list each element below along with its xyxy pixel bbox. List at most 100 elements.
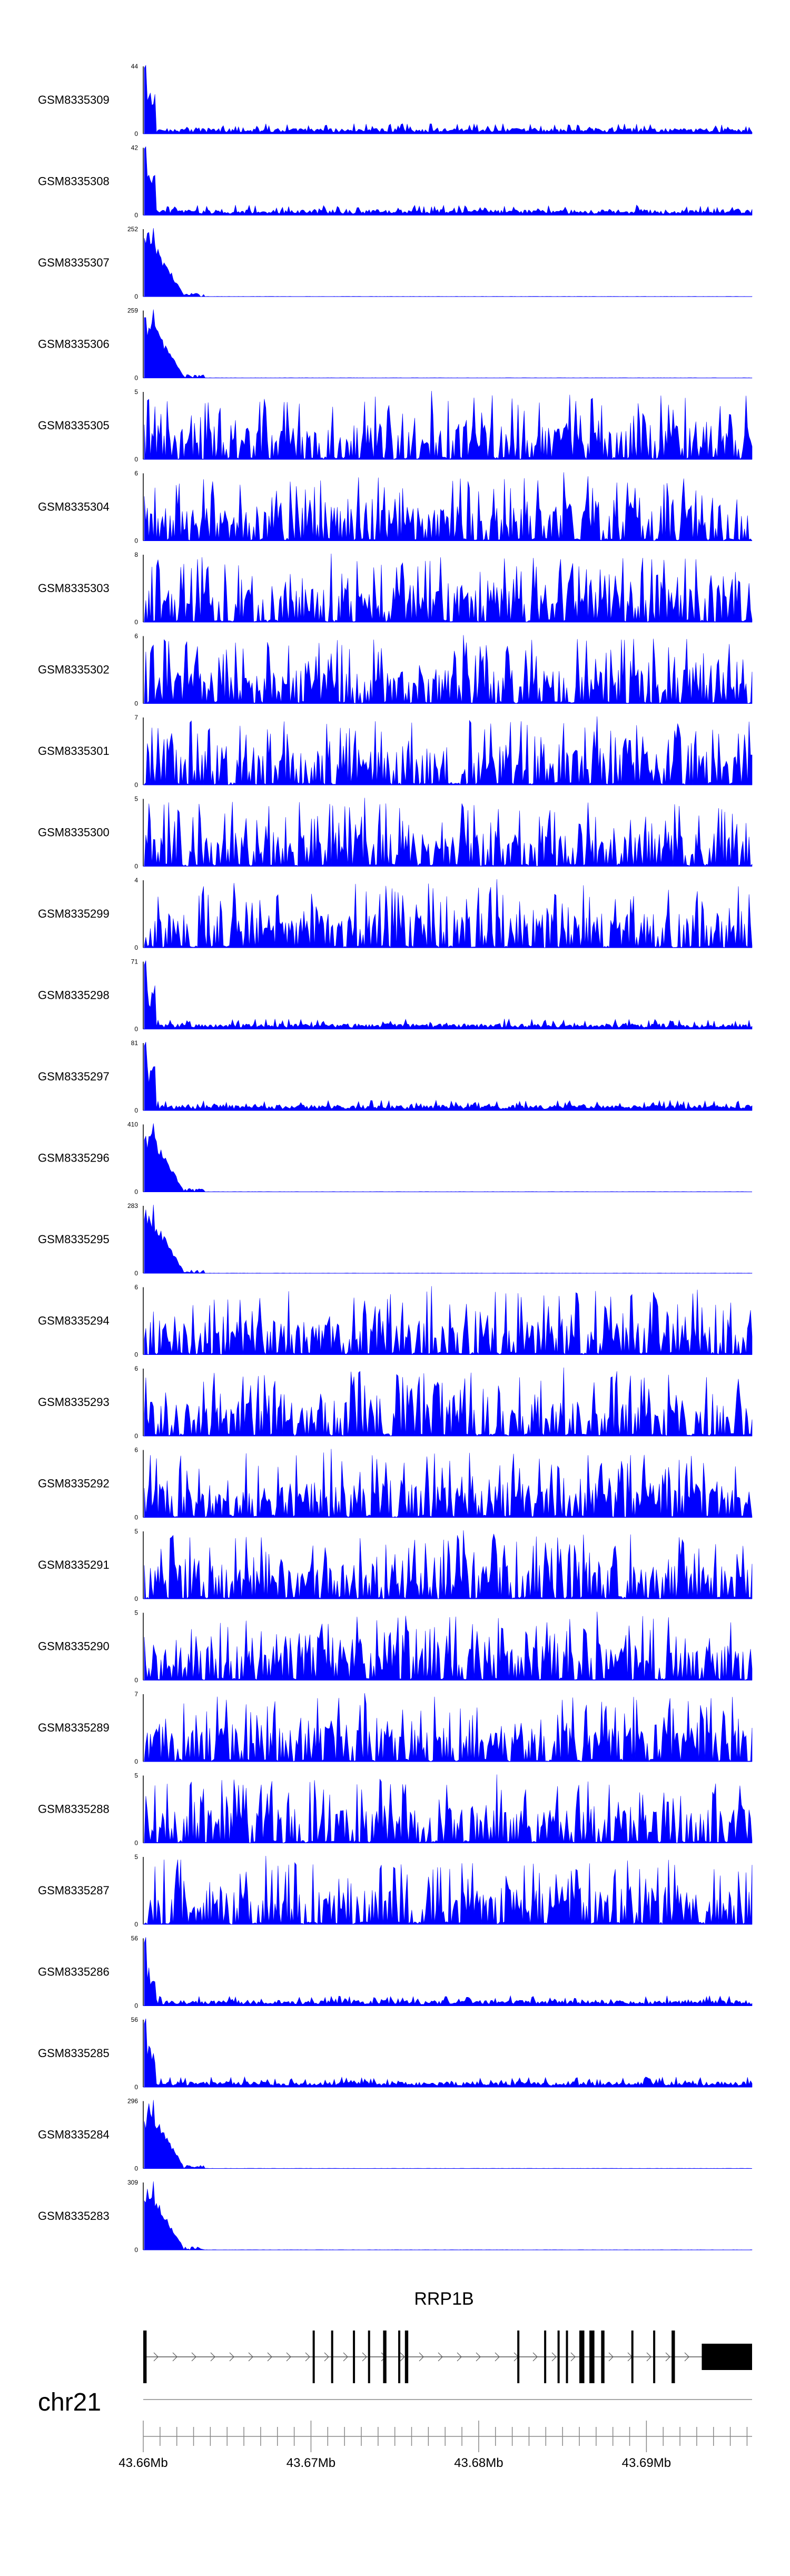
track-ymax-label: 81: [131, 1039, 139, 1047]
track-label: GSM8335284: [38, 2128, 110, 2141]
signal-area: [144, 64, 753, 134]
track-label: GSM8335308: [38, 175, 110, 188]
track-ymax-label: 6: [134, 1365, 138, 1372]
signal-track: GSM8335290 5 0: [38, 1609, 753, 1684]
track-ymin-label: 0: [134, 130, 138, 137]
signal-area: [144, 960, 753, 1029]
exon-block: [653, 2331, 656, 2383]
strand-arrow: [191, 2352, 196, 2362]
strand-arrow: [172, 2352, 177, 2362]
strand-arrow: [305, 2352, 310, 2362]
track-label: GSM8335300: [38, 826, 110, 839]
signal-track: GSM8335296 410 0: [38, 1121, 753, 1196]
track-label: GSM8335295: [38, 1233, 110, 1246]
track-label: GSM8335303: [38, 582, 110, 595]
signal-track: GSM8335291 5 0: [38, 1528, 753, 1602]
strand-arrow: [343, 2352, 348, 2362]
strand-arrow: [286, 2352, 291, 2362]
signal-area: [144, 1693, 753, 1762]
track-ymax-label: 252: [127, 225, 138, 233]
strand-arrow: [608, 2352, 614, 2362]
track-label: GSM8335291: [38, 1558, 110, 1571]
signal-track: GSM8335302 6 0: [38, 633, 753, 707]
track-label: GSM8335306: [38, 338, 110, 351]
strand-arrow: [400, 2352, 405, 2362]
track-ymax-label: 7: [134, 1690, 138, 1698]
track-ymin-label: 0: [134, 1921, 138, 1928]
strand-arrow: [570, 2352, 576, 2362]
track-label: GSM8335294: [38, 1314, 110, 1328]
exon-block: [398, 2331, 401, 2383]
track-ymax-label: 56: [131, 2016, 139, 2023]
signal-track: GSM8335284 296 0: [38, 2098, 753, 2172]
track-ymax-label: 5: [134, 1772, 138, 1779]
strand-arrow: [665, 2352, 670, 2362]
strand-arrow: [229, 2352, 234, 2362]
signal-track: GSM8335299 4 0: [38, 877, 753, 951]
track-ymin-label: 0: [134, 1677, 138, 1684]
track-ymax-label: 4: [134, 877, 138, 884]
track-ymin-label: 0: [134, 1758, 138, 1765]
track-ymax-label: 42: [131, 144, 139, 152]
signal-area: [144, 2100, 753, 2169]
exon-block: [331, 2331, 333, 2383]
track-ymin-label: 0: [134, 212, 138, 219]
signal-area: [144, 1449, 753, 1518]
exon-block: [312, 2331, 315, 2383]
exon-block: [544, 2331, 547, 2383]
gene-name-label: RRP1B: [414, 2289, 473, 2309]
track-ymin-label: 0: [134, 1840, 138, 1847]
track-ymin-label: 0: [134, 863, 138, 870]
x-tick-label: 43.67Mb: [287, 2456, 335, 2470]
exon-block: [589, 2331, 595, 2383]
strand-arrow: [419, 2352, 424, 2362]
signal-area: [144, 146, 753, 215]
track-label: GSM8335285: [38, 2047, 110, 2060]
signal-area: [144, 228, 753, 297]
track-ymin-label: 0: [134, 1351, 138, 1359]
signal-tracks: GSM8335309 44 0 GSM8335308 42 0 GSM8335307 252 0…: [38, 63, 753, 2254]
strand-arrow: [248, 2352, 253, 2362]
strand-arrow: [495, 2352, 500, 2362]
exon-block: [566, 2331, 568, 2383]
strand-arrow: [476, 2352, 481, 2362]
signal-area: [144, 1286, 753, 1355]
track-label: GSM8335305: [38, 419, 110, 432]
strand-arrow: [551, 2352, 557, 2362]
track-label: GSM8335283: [38, 2209, 110, 2223]
track-ymax-label: 283: [127, 1202, 138, 1210]
track-ymin-label: 0: [134, 1188, 138, 1196]
track-ymax-label: 71: [131, 958, 139, 966]
genome-axis: chr21 43.66Mb 43.67Mb 43.68Mb 43.69Mb: [38, 2388, 752, 2470]
exon-block: [631, 2331, 634, 2383]
track-ymax-label: 56: [131, 1935, 139, 1942]
signal-track: GSM8335297 81 0: [38, 1039, 753, 1114]
track-ymax-label: 5: [134, 1609, 138, 1617]
exon-block: [702, 2344, 752, 2370]
track-ymax-label: 259: [127, 307, 138, 314]
track-ymax-label: 6: [134, 470, 138, 477]
track-ymin-label: 0: [134, 700, 138, 707]
track-ymin-label: 0: [134, 2002, 138, 2010]
signal-area: [144, 1041, 753, 1111]
track-ymin-label: 0: [134, 293, 138, 300]
track-label: GSM8335290: [38, 1640, 110, 1653]
track-ymin-label: 0: [134, 537, 138, 545]
signal-area: [144, 2018, 753, 2088]
track-ymin-label: 0: [134, 1432, 138, 1440]
x-tick-label: 43.66Mb: [118, 2456, 167, 2470]
track-ymin-label: 0: [134, 781, 138, 789]
track-label: GSM8335286: [38, 1965, 110, 1979]
signal-track: GSM8335294 6 0: [38, 1284, 753, 1359]
signal-track: GSM8335293 6 0: [38, 1365, 753, 1440]
track-ymax-label: 6: [134, 1447, 138, 1454]
track-ymax-label: 410: [127, 1121, 138, 1128]
track-ymax-label: 5: [134, 1528, 138, 1535]
signal-track: GSM8335303 8 0: [38, 551, 753, 626]
track-label: GSM8335292: [38, 1477, 110, 1490]
track-ymax-label: 5: [134, 1853, 138, 1861]
strand-arrow: [438, 2352, 443, 2362]
signal-track: GSM8335289 7 0: [38, 1690, 753, 1765]
track-label: GSM8335289: [38, 1721, 110, 1734]
